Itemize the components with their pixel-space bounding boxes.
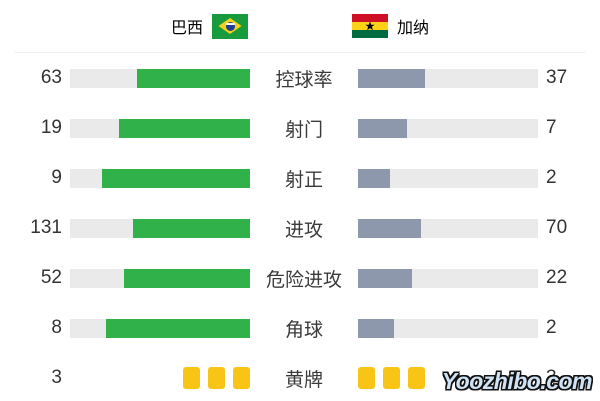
stat-row: 131 进攻 70 [0,203,600,253]
yellow-card-icon [183,367,200,389]
home-value: 63 [40,67,62,88]
home-value: 3 [51,367,62,388]
home-bar-wrap [70,68,250,88]
stat-label: 进攻 [284,219,323,241]
away-bar-wrap [358,318,538,338]
home-value: 8 [51,317,62,338]
away-value: 22 [546,267,568,288]
away-bar-track [358,218,538,238]
away-value: 7 [546,117,557,138]
away-bar-track [358,268,538,288]
home-bar-fill [118,118,250,138]
stat-row: 52 危险进攻 22 [0,253,600,303]
away-bar-fill [358,218,421,238]
teams-header: 巴西 加纳 [0,0,600,52]
away-bar-fill [358,118,407,138]
stat-row: 3 黄牌 3 [0,353,600,401]
away-bar-track [358,68,538,88]
stats-rows: 63 控球率 37 19 射门 7 9 射正 2 131 进攻 70 52 危险进攻 22 8 角球 2 3 黄牌 3 [0,53,600,401]
stat-row: 9 射正 2 [0,153,600,203]
home-value: 9 [51,167,62,188]
stat-row: 63 控球率 37 [0,53,600,103]
away-bar-wrap [358,118,538,138]
away-bar-wrap [358,168,538,188]
stat-row: 19 射门 7 [0,103,600,153]
home-bar-track [70,118,250,138]
yellow-card-icon [208,367,225,389]
away-value: 2 [546,317,557,338]
away-value: 2 [546,167,557,188]
away-team-name: 加纳 [397,20,430,37]
brazil-flag-icon [212,13,248,39]
away-bar-fill [358,268,412,288]
stat-label: 控球率 [275,69,333,91]
home-bar-track [70,268,250,288]
yellow-card-icon [233,367,250,389]
home-bar-wrap [70,268,250,288]
home-bar-fill [133,218,250,238]
away-bar-fill [358,318,394,338]
stat-label: 危险进攻 [265,269,342,291]
yellow-card-icon [358,367,375,389]
home-team-name: 巴西 [170,20,203,37]
home-bar-fill [124,268,250,288]
away-bar-wrap [358,68,538,88]
stat-label: 黄牌 [284,369,323,391]
away-bar-track [358,118,538,138]
home-value: 52 [40,267,62,288]
home-value: 19 [40,117,62,138]
home-bar-track [70,218,250,238]
stat-row: 8 角球 2 [0,303,600,353]
home-yellow-cards [70,367,250,389]
home-bar-wrap [70,168,250,188]
home-bar-wrap [70,218,250,238]
stat-label: 射门 [284,119,323,141]
site-watermark: Yoozhibo.com [441,368,593,394]
stat-label: 角球 [284,319,323,341]
yellow-card-icon [408,367,425,389]
away-bar-wrap [358,367,538,389]
home-bar-wrap [70,118,250,138]
home-bar-fill [106,318,250,338]
home-bar-fill [136,68,250,88]
stat-label: 射正 [284,169,323,191]
away-bar-wrap [358,268,538,288]
header-divider [14,52,586,53]
away-team: 加纳 [352,13,430,39]
yellow-card-icon [383,367,400,389]
away-bar-track [358,168,538,188]
home-bar-wrap [70,318,250,338]
away-value: 70 [546,217,568,238]
away-bar-fill [358,68,425,88]
home-bar-fill [102,168,250,188]
ghana-flag-icon [352,13,388,39]
away-value: 3 [546,367,557,388]
away-bar-track [358,318,538,338]
home-bar-track [70,168,250,188]
home-team: 巴西 [170,13,248,39]
away-yellow-cards [358,367,538,389]
home-bar-wrap [70,367,250,389]
home-bar-track [70,318,250,338]
home-value: 131 [30,217,62,238]
away-bar-fill [358,168,391,188]
away-value: 37 [546,67,568,88]
home-bar-track [70,68,250,88]
away-bar-wrap [358,218,538,238]
